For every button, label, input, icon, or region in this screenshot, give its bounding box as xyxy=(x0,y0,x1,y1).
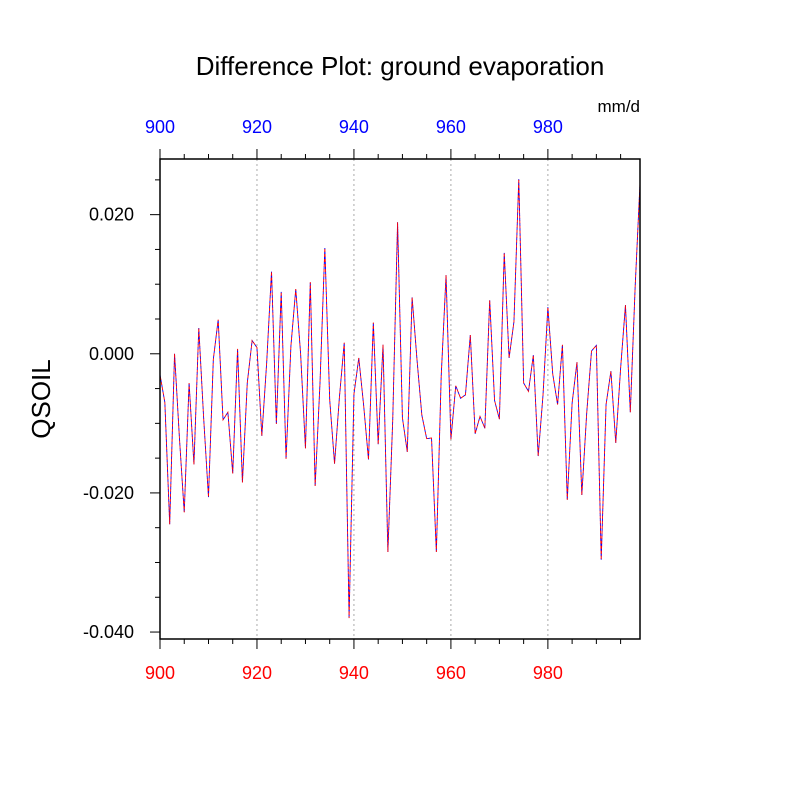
x-bottom-tick-label-980: 980 xyxy=(533,663,563,683)
y-tick-label-2: 0.000 xyxy=(89,344,134,364)
axes xyxy=(159,158,641,640)
grid-lines xyxy=(256,159,549,639)
x-top-tick-label-980: 980 xyxy=(533,117,563,137)
x-top-tick-label-960: 960 xyxy=(436,117,466,137)
x-bottom-tick-label-940: 940 xyxy=(339,663,369,683)
x-top-tick-label-920: 920 xyxy=(242,117,272,137)
series-lines xyxy=(159,179,641,619)
chart-title: Difference Plot: ground evaporation xyxy=(196,51,605,81)
x-bottom-tick-label-920: 920 xyxy=(242,663,272,683)
tick-marks xyxy=(150,149,622,649)
y-tick-label-0: -0.040 xyxy=(83,622,134,642)
tick-labels: 900 920 940 960 980 900 920 940 960 980 -0.040 -0.0… xyxy=(83,117,563,683)
y-tick-label-3: 0.020 xyxy=(89,205,134,225)
y-axis-label: QSOIL xyxy=(26,359,56,438)
x-bottom-tick-label-900: 900 xyxy=(145,663,175,683)
chart-units-label: mm/d xyxy=(598,97,641,116)
series-line-1 xyxy=(159,179,641,619)
y-tick-label-1: -0.020 xyxy=(83,483,134,503)
x-top-tick-label-900: 900 xyxy=(145,117,175,137)
x-bottom-tick-label-960: 960 xyxy=(436,663,466,683)
plot-frame xyxy=(159,158,641,640)
series-line-2 xyxy=(159,179,641,619)
x-top-tick-label-940: 940 xyxy=(339,117,369,137)
